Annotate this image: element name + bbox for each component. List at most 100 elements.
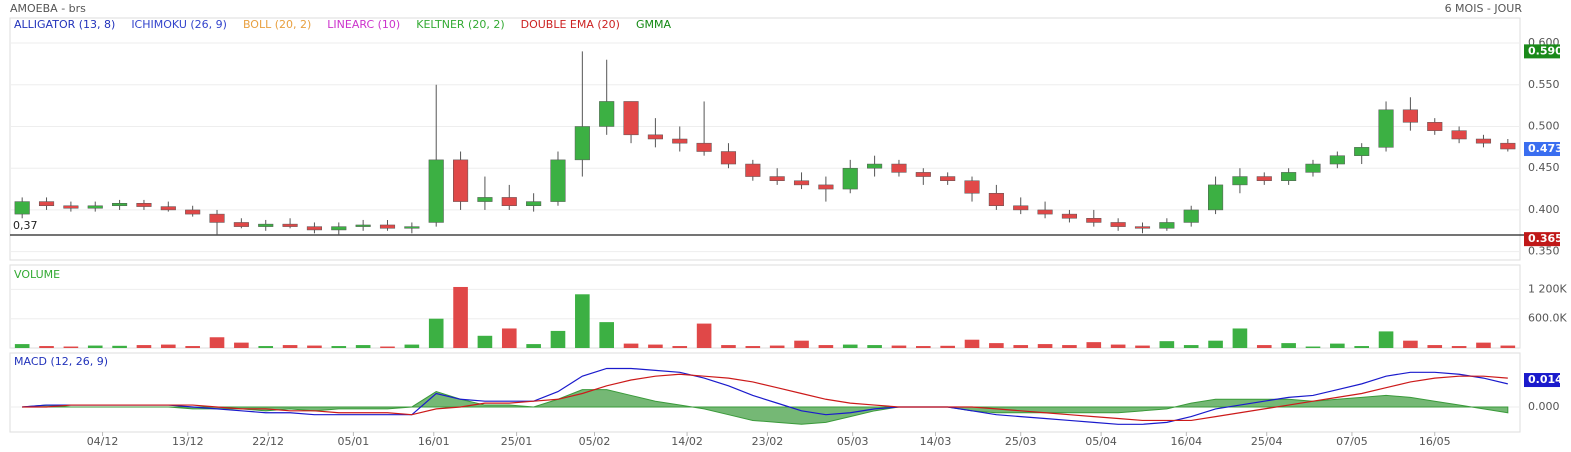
candle-body xyxy=(160,206,176,211)
volume-bar xyxy=(696,323,712,348)
volume-bar xyxy=(404,344,420,348)
candle-body xyxy=(355,224,371,227)
volume-bar xyxy=(550,330,566,348)
volume-bar xyxy=(1208,340,1223,348)
price-badge-label: 0.473 xyxy=(1528,142,1563,155)
candle-body xyxy=(964,180,980,194)
price-badge xyxy=(1524,44,1560,59)
volume-bar xyxy=(721,345,736,348)
volume-bar xyxy=(258,346,274,348)
volume-bar xyxy=(1330,343,1345,348)
candle-body xyxy=(185,209,201,215)
x-tick-label: 25/04 xyxy=(1251,435,1283,448)
volume-bar xyxy=(209,337,225,348)
x-tick-label: 05/04 xyxy=(1085,435,1117,448)
candle-body xyxy=(477,197,493,202)
volume-bar xyxy=(964,339,980,348)
candle-body xyxy=(599,101,615,127)
volume-bar xyxy=(39,346,54,348)
volume-bar xyxy=(428,318,444,348)
volume-bar xyxy=(1232,328,1248,348)
volume-bar xyxy=(745,346,761,348)
candle-body xyxy=(867,163,883,169)
x-tick-label: 04/12 xyxy=(87,435,119,448)
candle-body xyxy=(1305,163,1321,173)
volume-bar xyxy=(1378,331,1394,348)
volume-bar xyxy=(1135,345,1150,348)
candle-body xyxy=(818,184,834,190)
y-tick-label: 0.350 xyxy=(1528,245,1560,258)
candle-body xyxy=(209,213,225,223)
price-panel xyxy=(9,17,1521,261)
candle-body xyxy=(940,176,956,181)
candle-body xyxy=(526,201,542,207)
x-tick-label: 14/02 xyxy=(671,435,703,448)
candle-body xyxy=(769,176,785,181)
volume-bar xyxy=(989,343,1004,348)
y-tick-label: 0.500 xyxy=(1528,119,1560,132)
volume-bar xyxy=(1062,345,1077,348)
x-tick-label: 05/03 xyxy=(837,435,869,448)
legend-item: ICHIMOKU (26, 9) xyxy=(131,18,227,31)
candle-body xyxy=(379,224,396,229)
price-badge-label: 0.590 xyxy=(1528,44,1563,57)
volume-bar xyxy=(1281,343,1296,348)
candle-body xyxy=(331,226,347,231)
x-tick-label: 16/01 xyxy=(418,435,450,448)
x-tick-label: 13/12 xyxy=(172,435,204,448)
x-tick-label: 14/03 xyxy=(920,435,952,448)
candle-body xyxy=(574,126,590,161)
candle-body xyxy=(696,142,712,152)
candle-body xyxy=(647,134,663,140)
volume-bar xyxy=(916,346,931,348)
candle-body xyxy=(745,163,761,177)
volume-bar xyxy=(1110,344,1126,348)
candle-body xyxy=(1256,176,1272,181)
volume-bar xyxy=(842,344,858,348)
chart-subtitle: 6 MOIS - JOUR xyxy=(1445,2,1523,15)
legend-item: KELTNER (20, 2) xyxy=(416,18,504,31)
legend-item: DOUBLE EMA (20) xyxy=(521,18,620,31)
candle-body xyxy=(1208,184,1224,211)
y-tick-label: 0.550 xyxy=(1528,78,1560,91)
price-badge xyxy=(1524,232,1560,247)
candle-body xyxy=(1475,138,1492,144)
volume-bar xyxy=(161,344,176,348)
volume-bar xyxy=(575,294,590,348)
legend-item: BOLL (20, 2) xyxy=(243,18,311,31)
candle-body xyxy=(1086,218,1102,223)
candle-body xyxy=(404,226,420,229)
y-tick-label: 0.450 xyxy=(1528,161,1560,174)
price-badge-label: 0.365 xyxy=(1528,232,1563,245)
candle-body xyxy=(1134,226,1151,229)
volume-bar xyxy=(136,345,152,348)
volume-bar xyxy=(1086,342,1102,348)
volume-bar xyxy=(331,346,347,348)
candle-body xyxy=(233,222,249,227)
macd-line xyxy=(22,373,1508,422)
candle-body xyxy=(1013,205,1029,211)
price-badge xyxy=(1524,373,1560,388)
volume-bar xyxy=(380,346,395,348)
candle-body xyxy=(112,203,128,207)
macd-line xyxy=(22,367,1508,425)
candle-body xyxy=(1159,222,1175,229)
x-tick-label: 07/05 xyxy=(1336,435,1368,448)
x-tick-label: 05/01 xyxy=(338,435,370,448)
volume-bar xyxy=(112,345,127,348)
volume-bar xyxy=(307,345,322,348)
volume-bar xyxy=(794,340,809,348)
volume-bar xyxy=(1037,344,1053,348)
volume-bar xyxy=(867,345,882,348)
candle-body xyxy=(1281,172,1297,181)
x-tick-label: 23/02 xyxy=(752,435,784,448)
volume-bar xyxy=(648,344,663,348)
x-tick-label: 05/02 xyxy=(579,435,611,448)
volume-bar xyxy=(234,342,249,348)
macd-panel xyxy=(9,352,1521,433)
volume-bar xyxy=(599,322,614,348)
candle-body xyxy=(1354,147,1370,156)
x-tick-label: 16/04 xyxy=(1170,435,1202,448)
candle-body xyxy=(1451,130,1467,140)
